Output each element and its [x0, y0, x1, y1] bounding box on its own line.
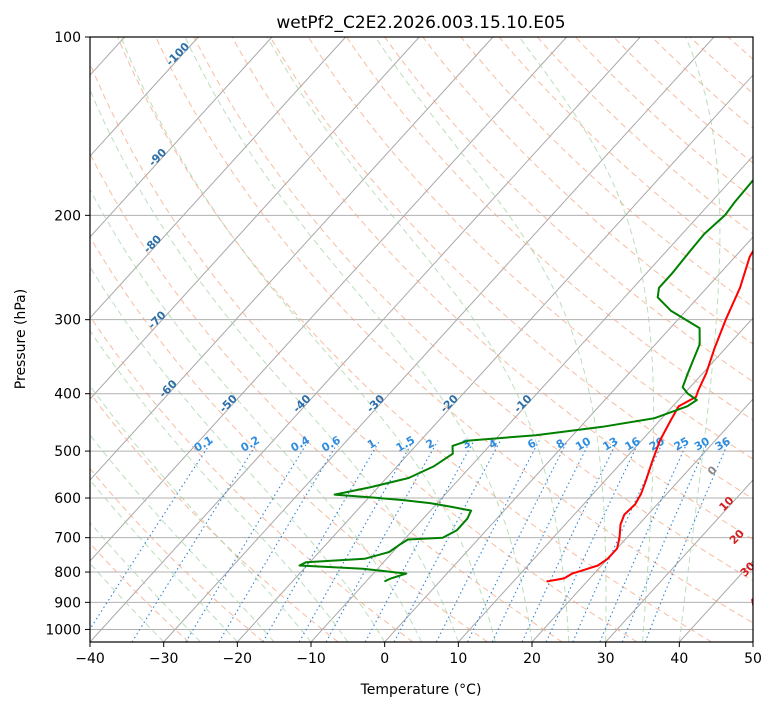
y-tick-label: 800 [54, 565, 81, 581]
mixing-ratio-line [492, 441, 590, 642]
moist-adiabat [70, 37, 458, 642]
dry-adiabat [0, 37, 338, 642]
chart-title: wetPf2_C2E2.2026.003.15.10.E05 [276, 13, 565, 33]
x-tick-label: −20 [223, 651, 253, 667]
adiabat-label: 40 [747, 590, 767, 610]
isotherm-line [385, 37, 775, 642]
isotherm-line [532, 37, 775, 642]
mixing-ratio-label: 3 [460, 437, 473, 452]
moist-adiabat [0, 37, 311, 642]
mixing-ratio-line [326, 441, 438, 642]
isotherm-label: -60 [157, 377, 180, 400]
moist-adiabat [267, 37, 569, 642]
y-tick-label: 900 [54, 595, 81, 611]
moist-adiabat [0, 37, 348, 642]
y-tick-label: 700 [54, 531, 81, 547]
background-lines [0, 37, 775, 642]
isotherm-line [753, 37, 775, 642]
adiabat-label: 20 [727, 527, 747, 547]
y-tick-label: 400 [54, 387, 81, 403]
isotherm-label: -30 [364, 392, 387, 415]
moist-adiabat [28, 37, 422, 642]
x-tick-label: −10 [296, 651, 326, 667]
mixing-ratio-label: 2 [424, 437, 437, 452]
mixing-ratio-line [365, 441, 474, 642]
y-tick-label: 1000 [45, 622, 81, 638]
moist-adiabat [0, 37, 201, 642]
y-tick-label: 200 [54, 208, 81, 224]
moist-adiabat [0, 37, 237, 642]
y-tick-label: 300 [54, 313, 81, 329]
adiabat-label: 10 [717, 494, 737, 514]
dry-adiabat [652, 37, 775, 642]
x-axis-label: Temperature (°C) [360, 682, 482, 698]
mixing-ratio-line [522, 441, 617, 642]
mixing-ratio-line [622, 441, 708, 642]
dry-adiabat [728, 37, 775, 642]
mixing-ratio-line [600, 441, 688, 642]
isotherm-line [90, 37, 640, 642]
dry-adiabat [80, 37, 638, 642]
x-tick-label: 50 [744, 651, 762, 667]
dry-adiabat [690, 37, 775, 642]
x-tick-label: 20 [523, 651, 541, 667]
isotherm-line [237, 37, 775, 642]
isotherm-label: -40 [290, 392, 313, 415]
isotherm-line [16, 37, 566, 642]
y-tick-label: 100 [54, 30, 81, 46]
x-tick-label: 40 [670, 651, 688, 667]
dry-adiabat [537, 37, 775, 642]
moist-adiabat [185, 37, 532, 642]
x-tick-label: 10 [449, 651, 467, 667]
adiabat-label: 0 [705, 463, 720, 478]
x-tick-label: 30 [597, 651, 615, 667]
moist-adiabat [0, 37, 385, 642]
y-axis-label: Pressure (hPa) [13, 289, 29, 389]
y-tick-label: 500 [54, 444, 81, 460]
isotherm-label: -20 [438, 392, 461, 415]
dry-adiabat [385, 37, 775, 642]
isotherm-label: -10 [511, 392, 534, 415]
isotherm-label: -80 [141, 232, 164, 255]
isotherm-label: -90 [146, 146, 169, 169]
moist-adiabat [0, 37, 274, 642]
isotherm-line [458, 37, 775, 642]
y-tick-label: 600 [54, 491, 81, 507]
adiabat-label: 30 [738, 559, 758, 579]
mixing-ratio-line [132, 441, 259, 642]
dry-adiabat [423, 37, 775, 642]
dry-adiabat [0, 37, 413, 642]
x-tick-label: −40 [75, 651, 105, 667]
dry-adiabat [461, 37, 775, 642]
isotherm-label: -100 [163, 40, 192, 69]
isotherm-line [0, 37, 419, 642]
x-tick-label: 0 [380, 651, 389, 667]
mixing-ratio-line [219, 441, 339, 642]
mixing-ratio-line [546, 441, 639, 642]
dry-adiabat [0, 37, 263, 642]
isotherm-label: -70 [145, 308, 168, 331]
x-tick-label: −30 [149, 651, 179, 667]
mixing-ratio-line [82, 441, 212, 642]
